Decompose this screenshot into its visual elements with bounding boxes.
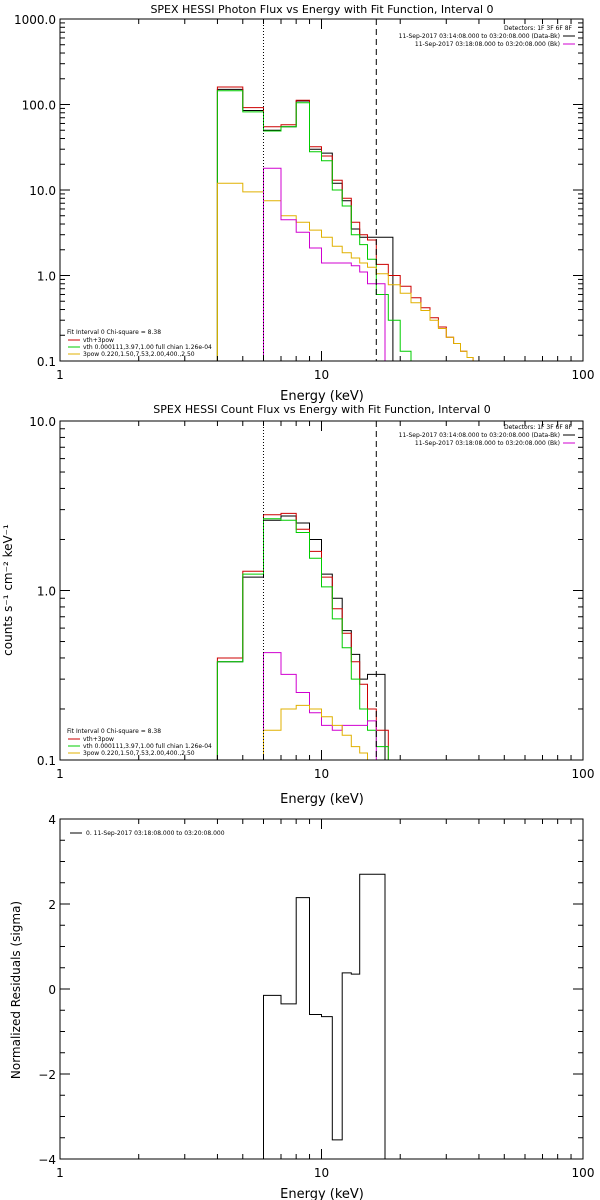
panel1-header: Detectors: 1F 3F 6F 8F 11-Sep-2017 03:14… — [399, 25, 575, 48]
panel1-series-4 — [263, 167, 386, 361]
panel1-series-3 — [216, 182, 496, 361]
photon-flux-panel: SPEX HESSI Photon Flux vs Energy with Fi… — [14, 3, 594, 404]
panel2-ytick-label: 1.0 — [37, 585, 56, 599]
panel2-xlabel: Energy (keV) — [280, 792, 364, 807]
panel1-header-data-interval: 11-Sep-2017 03:14:08.000 to 03:20:08.000… — [399, 33, 560, 40]
panel2-header-bk-interval: 11-Sep-2017 03:18:08.000 to 03:20:08.000… — [415, 440, 560, 447]
panel2-xtick-label: 1 — [56, 767, 64, 781]
panel3-axes: 1 10 100 −4 −2 0 2 4 — [38, 813, 594, 1180]
panel3-legend: 0. 11-Sep-2017 03:18:08.000 to 03:20:08.… — [86, 830, 225, 837]
panel2-series-1 — [216, 512, 413, 760]
panel2-fit-line-total: vth+3pow — [83, 736, 114, 743]
panel1-series-group — [216, 86, 496, 361]
panel1-fit-legend: Fit Interval 0 Chi-square = 8.38 vth+3po… — [67, 329, 212, 358]
panel1-series-1 — [216, 86, 496, 361]
panel1-axes: 1 10 100 0.1 1.0 10.0 100.0 1000.0 — [14, 13, 594, 382]
panel2-series-3 — [263, 652, 386, 760]
panel1-ytick-label: 0.1 — [37, 355, 56, 369]
panel3-ylabel: Normalized Residuals (sigma) — [9, 901, 23, 1079]
panel3-xtick-label: 100 — [572, 1166, 595, 1180]
panel2-ytick-label: 0.1 — [37, 754, 56, 768]
panel1-series-0 — [216, 88, 394, 361]
panel2-series-group — [216, 512, 413, 760]
panel3-series-0 — [263, 873, 386, 1159]
panel1-title: SPEX HESSI Photon Flux vs Energy with Fi… — [150, 3, 493, 16]
panel3-ytick-label: −4 — [38, 1153, 56, 1167]
panel1-header-bk-interval: 11-Sep-2017 03:18:08.000 to 03:20:08.000… — [415, 41, 560, 48]
panel3-ytick-label: 2 — [48, 898, 56, 912]
panel1-ytick-label: 1.0 — [37, 270, 56, 284]
residuals-panel: 1 10 100 −4 −2 0 2 4 0. 11-Sep-2017 03:18:08.00… — [9, 813, 594, 1200]
panel2-fit-line-chisq: Fit Interval 0 Chi-square = 8.38 — [67, 728, 161, 735]
panel3-xtick-label: 1 — [56, 1166, 64, 1180]
panel2-ylabel: counts s⁻¹ cm⁻² keV⁻¹ — [1, 524, 15, 656]
panel1-series-2 — [216, 90, 422, 361]
panel2-series-4 — [263, 704, 386, 760]
panel3-ytick-label: 4 — [48, 813, 56, 827]
panel1-xtick-label: 10 — [314, 368, 329, 382]
panel2-xtick-label: 10 — [314, 767, 329, 781]
count-flux-panel: SPEX HESSI Count Flux vs Energy with Fit… — [1, 403, 594, 807]
panel1-xtick-label: 100 — [572, 368, 595, 382]
panel1-xtick-label: 1 — [56, 368, 64, 382]
panel2-axes: 1 10 100 0.1 1.0 10.0 — [29, 415, 594, 781]
panel2-title: SPEX HESSI Count Flux vs Energy with Fit… — [153, 403, 490, 416]
panel1-ytick-label: 1000.0 — [14, 13, 56, 27]
panel2-fit-legend: Fit Interval 0 Chi-square = 8.38 vth+3po… — [67, 728, 212, 757]
panel1-xlabel: Energy (keV) — [280, 389, 364, 404]
panel1-fit-line-total: vth+3pow — [83, 337, 114, 344]
panel1-header-detectors: Detectors: 1F 3F 6F 8F — [504, 25, 573, 32]
panel1-fit-line-vth: vth 0.000111,3.97,1.00 full chian 1.26e-… — [83, 344, 212, 351]
panel1-frame — [59, 18, 584, 362]
panel3-series-group — [263, 873, 386, 1159]
panel2-xtick-label: 100 — [572, 767, 595, 781]
panel3-xlabel: Energy (keV) — [280, 1187, 364, 1200]
panel1-ytick-label: 10.0 — [29, 184, 56, 198]
panel2-header: Detectors: 1F 3F 6F 8F 11-Sep-2017 03:14… — [399, 424, 575, 447]
panel1-ytick-label: 100.0 — [22, 99, 56, 113]
panel3-frame — [59, 818, 584, 1160]
panel2-header-data-interval: 11-Sep-2017 03:14:08.000 to 03:20:08.000… — [399, 432, 560, 439]
panel2-fit-line-vth: vth 0.000111,3.97,1.00 full chian 1.26e-… — [83, 743, 212, 750]
panel2-ytick-label: 10.0 — [29, 415, 56, 429]
panel2-fit-line-3pow: 3pow 0.220,1.50,7.53,2.00,400.,2.50 — [83, 750, 195, 757]
panel3-xtick-label: 10 — [314, 1166, 329, 1180]
panel2-series-2 — [216, 518, 401, 760]
panel3-ytick-label: −2 — [38, 1068, 56, 1082]
panel3-ytick-label: 0 — [48, 983, 56, 997]
panel2-header-detectors: Detectors: 1F 3F 6F 8F — [504, 424, 573, 431]
panel1-fit-line-3pow: 3pow 0.220,1.50,7.53,2.00,400.,2.50 — [83, 351, 195, 358]
panel1-fit-line-chisq: Fit Interval 0 Chi-square = 8.38 — [67, 329, 161, 336]
